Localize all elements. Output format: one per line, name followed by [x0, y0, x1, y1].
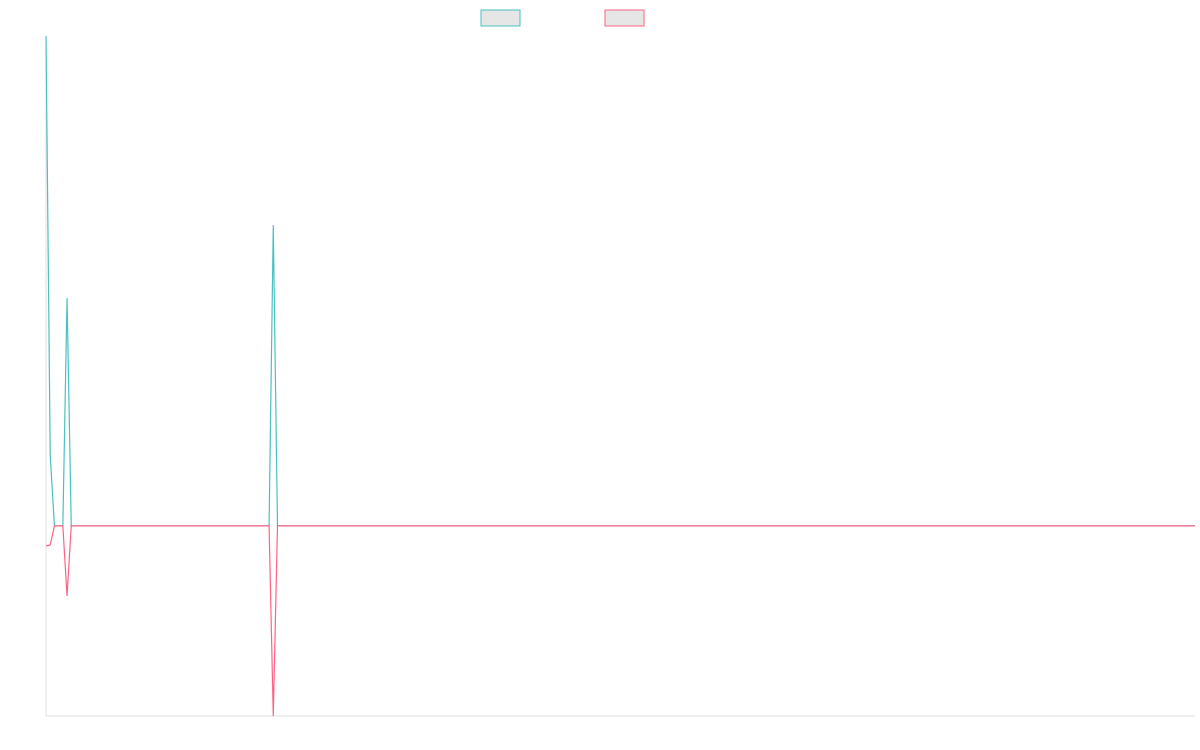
legend-swatch[interactable] — [604, 9, 645, 27]
legend-swatch[interactable] — [480, 9, 521, 27]
series-line — [45, 525, 1195, 717]
series-line — [45, 35, 1195, 527]
